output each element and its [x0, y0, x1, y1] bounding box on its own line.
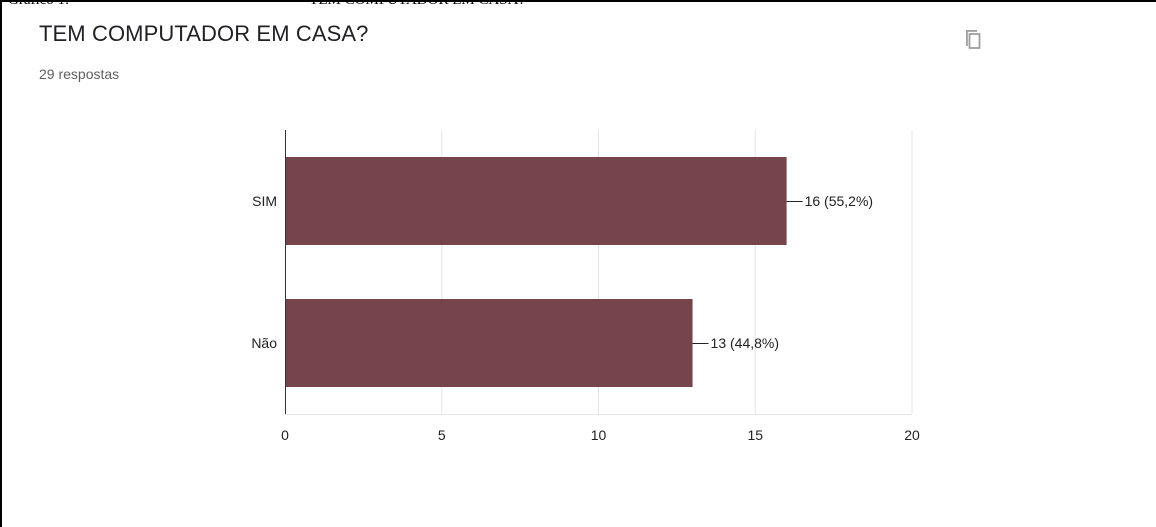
- data-label: 13 (44,8%): [711, 335, 779, 351]
- category-label: Não: [251, 335, 277, 351]
- top-border: [0, 0, 1156, 2]
- x-tick-label: 20: [904, 427, 920, 443]
- x-tick-label: 15: [747, 427, 763, 443]
- header-caption: Gráfico 1: TEM COMPUTADOR EM CASA?: [8, 0, 525, 9]
- copy-icon: [966, 30, 981, 49]
- x-tick-label: 10: [591, 427, 607, 443]
- response-count: 29 respostas: [39, 66, 120, 82]
- bar-0: [285, 157, 787, 245]
- category-label: SIM: [252, 193, 277, 209]
- x-tick-label: 5: [438, 427, 446, 443]
- chart-title: TEM COMPUTADOR EM CASA?: [39, 21, 369, 46]
- x-tick-label: 0: [281, 427, 289, 443]
- left-border: [0, 0, 2, 527]
- header-caption-right: TEM COMPUTADOR EM CASA?: [309, 0, 526, 8]
- data-label: 16 (55,2%): [805, 193, 873, 209]
- copy-chart-button[interactable]: [958, 26, 988, 56]
- header-caption-left: Gráfico 1:: [8, 0, 70, 8]
- bar-1: [285, 299, 693, 387]
